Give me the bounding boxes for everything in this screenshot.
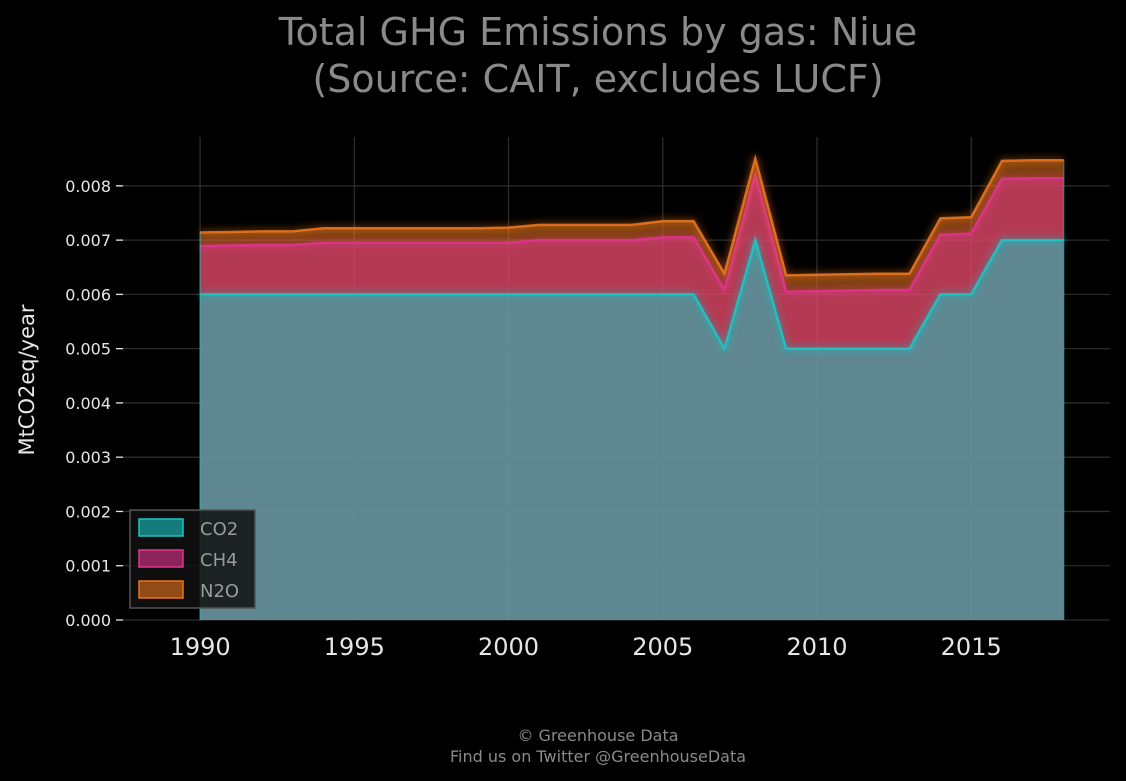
x-axis: 1990 1995 2000 2005 2010 2015 <box>170 633 1002 661</box>
legend-label-n2o: N2O <box>200 581 239 602</box>
y-tick-label: 0.006 <box>65 285 111 304</box>
y-tick-label: 0.008 <box>65 177 111 196</box>
y-tick-label: 0.003 <box>65 448 111 467</box>
line-co2 <box>200 235 1064 352</box>
x-tick-label: 2000 <box>478 633 539 661</box>
line-ch4 <box>200 170 1064 294</box>
line-n2o <box>200 153 1064 278</box>
legend-swatch-ch4 <box>138 549 184 568</box>
legend: CO2 CH4 N2O <box>129 509 256 609</box>
y-axis-label: MtCO2eq/year <box>15 304 39 455</box>
y-tick-label: 0.001 <box>65 557 111 576</box>
y-tick-label: 0.004 <box>65 394 111 413</box>
x-tick-label: 2015 <box>941 633 1002 661</box>
footer-twitter: Find us on Twitter @GreenhouseData <box>450 747 746 766</box>
chart-subtitle: (Source: CAIT, excludes LUCF) <box>312 57 883 101</box>
x-tick-label: 1990 <box>170 633 231 661</box>
y-tick-label: 0.000 <box>65 611 111 630</box>
x-tick-label: 2010 <box>786 633 847 661</box>
y-tick-label: 0.002 <box>65 502 111 521</box>
y-axis: 0.000 0.001 0.002 0.003 0.004 0.005 0.006 0.007… <box>65 177 123 630</box>
area-co2 <box>200 240 1064 620</box>
legend-label-ch4: CH4 <box>200 550 238 571</box>
y-tick-label: 0.007 <box>65 231 111 250</box>
footer-copyright: © Greenhouse Data <box>517 726 678 745</box>
x-tick-label: 1995 <box>324 633 385 661</box>
legend-swatch-n2o <box>138 580 184 599</box>
plot-areas <box>200 158 1064 620</box>
x-tick-label: 2005 <box>632 633 693 661</box>
legend-label-co2: CO2 <box>200 519 238 540</box>
legend-swatch-co2 <box>138 518 184 537</box>
chart-title: Total GHG Emissions by gas: Niue <box>278 10 918 54</box>
y-tick-label: 0.005 <box>65 340 111 359</box>
